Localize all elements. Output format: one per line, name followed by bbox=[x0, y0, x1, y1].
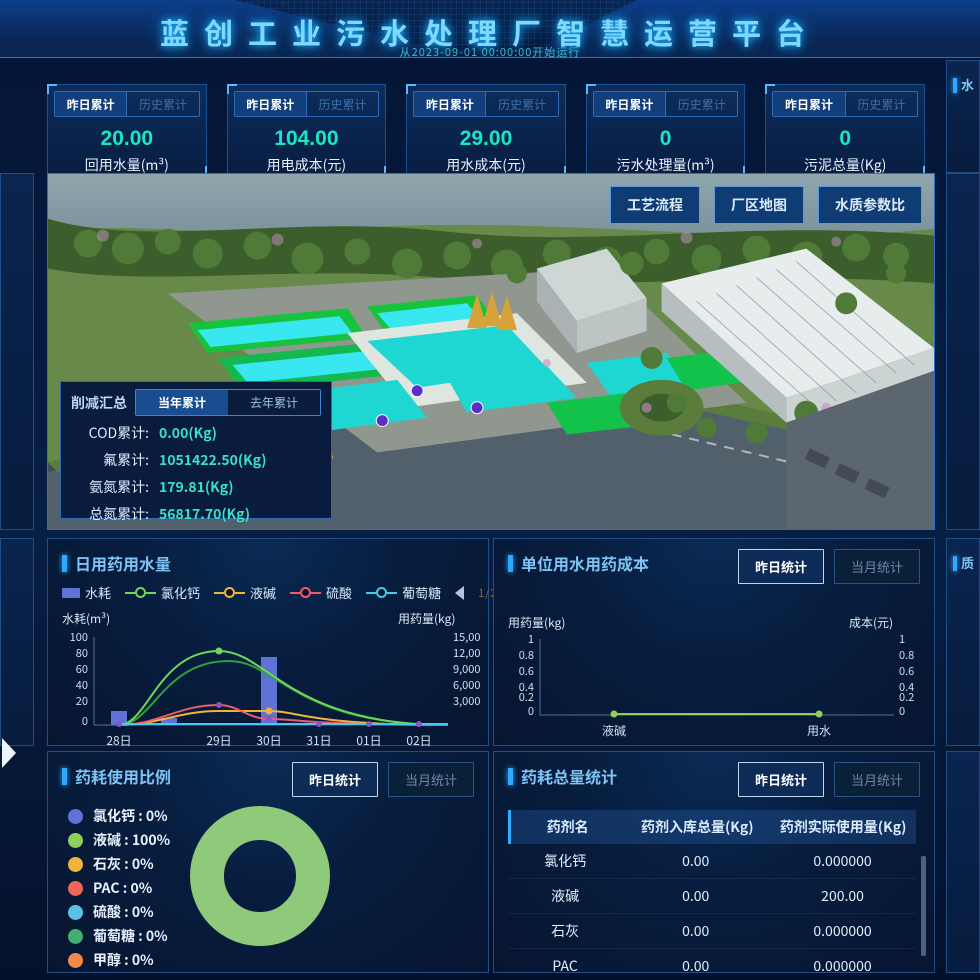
svg-text:15,00: 15,00 bbox=[453, 629, 480, 645]
svg-text:用药量(kg): 用药量(kg) bbox=[398, 610, 455, 627]
svg-text:9,000: 9,000 bbox=[453, 661, 480, 677]
svg-text:成本(元): 成本(元) bbox=[849, 614, 893, 631]
svg-text:0: 0 bbox=[82, 713, 88, 729]
svg-text:用水: 用水 bbox=[807, 722, 831, 739]
svg-text:用药量(kg): 用药量(kg) bbox=[508, 614, 565, 631]
svg-text:1: 1 bbox=[899, 631, 905, 647]
svg-text:60: 60 bbox=[76, 661, 88, 677]
svg-text:12,00: 12,00 bbox=[453, 645, 480, 661]
svg-text:28日: 28日 bbox=[106, 732, 131, 749]
svg-text:02日: 02日 bbox=[406, 732, 431, 749]
svg-text:0.8: 0.8 bbox=[519, 647, 534, 663]
svg-text:0: 0 bbox=[528, 703, 534, 719]
svg-text:30日: 30日 bbox=[256, 732, 281, 749]
svg-text:6,000: 6,000 bbox=[453, 677, 480, 693]
svg-text:100: 100 bbox=[70, 629, 88, 645]
svg-text:1: 1 bbox=[528, 631, 534, 647]
svg-text:31日: 31日 bbox=[306, 732, 331, 749]
svg-text:20: 20 bbox=[76, 693, 88, 709]
svg-text:0.6: 0.6 bbox=[899, 663, 914, 679]
svg-text:01日: 01日 bbox=[356, 732, 381, 749]
svg-text:29日: 29日 bbox=[206, 732, 231, 749]
svg-text:0.6: 0.6 bbox=[519, 663, 534, 679]
svg-text:0.8: 0.8 bbox=[899, 647, 914, 663]
svg-text:水耗(m³): 水耗(m³) bbox=[62, 610, 110, 627]
svg-text:液碱: 液碱 bbox=[602, 722, 626, 739]
svg-text:40: 40 bbox=[76, 677, 88, 693]
svg-text:80: 80 bbox=[76, 645, 88, 661]
svg-text:3,000: 3,000 bbox=[453, 693, 480, 709]
svg-text:0: 0 bbox=[899, 703, 905, 719]
